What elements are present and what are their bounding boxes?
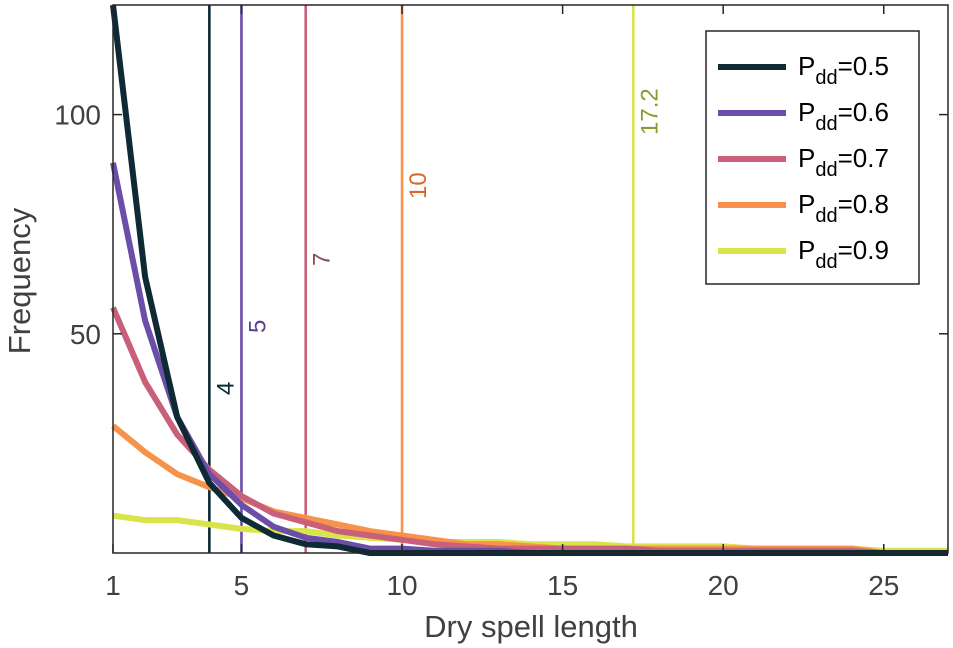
vertical-line-label: 7 (309, 253, 336, 266)
vertical-line-label: 10 (405, 172, 432, 199)
x-tick-label: 20 (708, 570, 739, 601)
x-tick-label: 1 (105, 570, 121, 601)
y-tick-label: 50 (70, 319, 101, 350)
legend-label: Pdd=0.5 (798, 51, 889, 89)
x-tick-label: 10 (386, 570, 417, 601)
legend-label: Pdd=0.8 (798, 189, 889, 227)
legend: Pdd=0.5 Pdd=0.6 Pdd=0.7 Pdd=0.8 Pdd=0.9 (705, 30, 920, 285)
y-tick-label: 100 (54, 100, 101, 131)
vertical-line-label: 5 (244, 320, 271, 333)
axes-box (112, 4, 949, 554)
x-tick-label: 15 (547, 570, 578, 601)
x-tick-label: 25 (868, 570, 899, 601)
x-tick-label: 5 (234, 570, 250, 601)
vertical-line-label: 17.2 (636, 88, 663, 135)
legend-label: Pdd=0.9 (798, 235, 889, 273)
vertical-line-label: 4 (212, 382, 239, 395)
legend-label: Pdd=0.7 (798, 143, 889, 181)
legend-label: Pdd=0.6 (798, 97, 889, 135)
x-axis-label: Dry spell length (424, 609, 638, 644)
y-axis-label: Frequency (2, 207, 37, 354)
vertical-lines: 4 5 7 10 17.2 (208, 5, 663, 553)
